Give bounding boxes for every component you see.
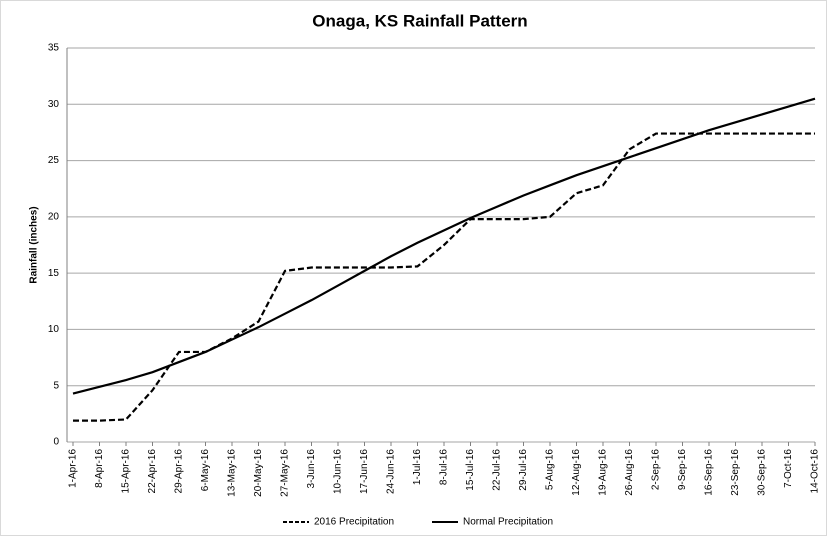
x-tick-label: 17-Jun-16 [359,449,370,494]
x-tick-label: 13-May-16 [227,449,238,497]
y-tick-label: 30 [48,99,60,110]
x-tick-label: 1-Apr-16 [68,449,79,488]
x-tick-label: 15-Apr-16 [121,449,132,494]
x-tick-label: 7-Oct-16 [783,449,794,488]
y-axis-label: Rainfall (inches) [29,206,40,283]
chart-title: Onaga, KS Rainfall Pattern [312,11,527,30]
x-tick-label: 30-Sep-16 [757,449,768,496]
legend-label: 2016 Precipitation [314,517,394,528]
x-tick-label: 19-Aug-16 [598,449,609,496]
x-tick-label: 22-Apr-16 [147,449,158,494]
x-tick-label: 10-Jun-16 [333,449,344,494]
x-tick-label: 29-Jul-16 [518,449,529,491]
x-tick-label: 1-Jul-16 [412,449,423,486]
y-tick-label: 25 [48,155,60,166]
y-tick-label: 0 [53,437,59,448]
x-tick-label: 29-Apr-16 [174,449,185,494]
legend-label: Normal Precipitation [463,517,553,528]
x-tick-label: 9-Sep-16 [677,449,688,491]
x-tick-label: 12-Aug-16 [571,449,582,496]
y-tick-label: 35 [48,43,60,54]
x-tick-label: 20-May-16 [253,449,264,497]
x-tick-label: 14-Oct-16 [810,449,821,494]
x-tick-label: 26-Aug-16 [624,449,635,496]
x-tick-label: 6-May-16 [200,449,211,492]
line-series [73,132,815,422]
y-tick-label: 15 [48,268,60,279]
x-tick-label: 15-Jul-16 [465,449,476,491]
x-tick-label: 8-Jul-16 [439,449,450,486]
x-tick-label: 8-Apr-16 [94,449,105,488]
x-tick-label: 2-Sep-16 [651,449,662,491]
line-series [72,97,816,395]
x-tick-label: 27-May-16 [280,449,291,497]
x-tick-label: 5-Aug-16 [545,449,556,491]
x-tick-label: 23-Sep-16 [730,449,741,496]
y-tick-label: 20 [48,211,60,222]
y-tick-label: 5 [53,380,59,391]
x-tick-label: 3-Jun-16 [306,449,317,489]
x-tick-label: 16-Sep-16 [704,449,715,496]
x-tick-label: 22-Jul-16 [492,449,503,491]
x-tick-label: 24-Jun-16 [386,449,397,494]
y-tick-label: 10 [48,324,60,335]
